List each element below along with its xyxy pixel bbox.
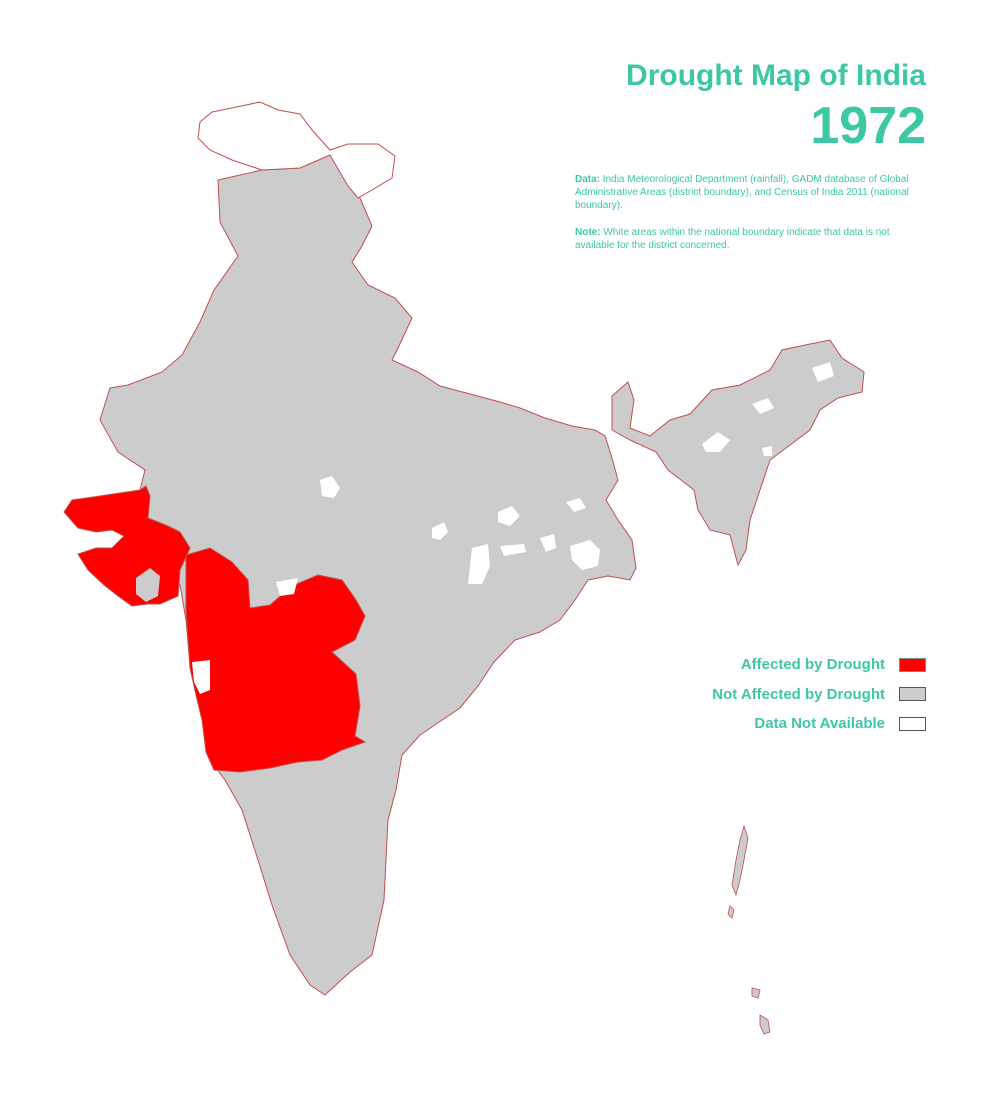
no-data-district <box>752 398 774 414</box>
region-nicobar <box>759 1014 771 1035</box>
not-affected-enclave <box>136 568 160 602</box>
legend-item-not-affected: Not Affected by Drought <box>712 680 926 710</box>
no-data-district <box>468 544 490 584</box>
legend-item-affected: Affected by Drought <box>712 650 926 680</box>
region-northeast <box>611 339 865 567</box>
region-nicobar-small <box>751 987 761 999</box>
no-data-note: Note: White areas within the national bo… <box>575 226 927 252</box>
note-label: Note: <box>575 227 601 238</box>
legend-item-no-data: Data Not Available <box>712 709 926 739</box>
legend: Affected by Drought Not Affected by Drou… <box>712 650 926 739</box>
legend-label: Not Affected by Drought <box>712 685 885 703</box>
data-label: Data: <box>575 174 601 185</box>
region-not-affected-mainland <box>99 154 637 996</box>
no-data-district <box>570 540 600 570</box>
data-text: India Meteorological Department (rainfal… <box>575 174 909 211</box>
region-maharashtra <box>185 547 367 773</box>
note-text: White areas within the national boundary… <box>575 227 890 251</box>
no-data-district <box>762 446 772 456</box>
notes: Data: India Meteorological Department (r… <box>575 173 927 266</box>
map-year: 1972 <box>810 97 926 155</box>
map-title: Drought Map of India <box>626 59 926 92</box>
region-andaman <box>731 824 749 897</box>
no-data-district <box>498 506 520 526</box>
no-data-district <box>812 362 834 382</box>
region-andaman-small <box>727 905 735 919</box>
legend-swatch-affected <box>899 657 926 672</box>
title-block: Drought Map of India 1972 <box>626 58 926 158</box>
data-source-note: Data: India Meteorological Department (r… <box>575 173 927 212</box>
no-data-district <box>276 578 298 596</box>
no-data-district <box>702 432 730 452</box>
legend-swatch-not-affected <box>899 687 926 702</box>
region-jammu-kashmir <box>197 101 396 199</box>
legend-label: Data Not Available <box>754 715 885 733</box>
no-data-district <box>432 522 448 540</box>
no-data-district <box>192 660 210 694</box>
no-data-district <box>320 476 340 498</box>
no-data-district <box>566 498 586 512</box>
no-data-district <box>540 534 556 552</box>
legend-label: Affected by Drought <box>740 656 885 674</box>
no-data-district <box>500 544 526 556</box>
legend-swatch-no-data <box>899 716 926 731</box>
